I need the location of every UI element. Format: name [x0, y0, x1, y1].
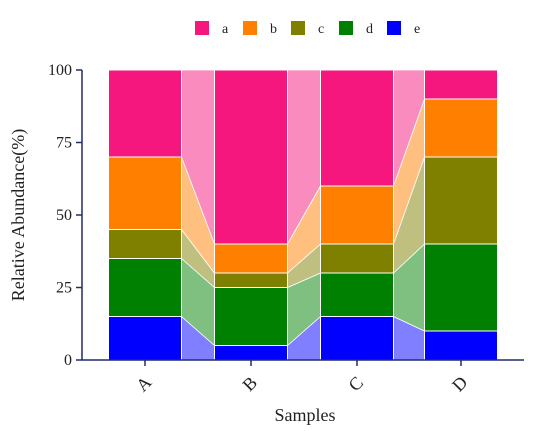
bars — [108, 69, 498, 361]
y-tick-label: 75 — [56, 135, 72, 152]
bar-segment-a-C — [320, 69, 394, 187]
bar-segment-e-A — [108, 316, 182, 361]
x-tick-label: A — [132, 372, 155, 395]
bar-segment-e-B — [214, 345, 288, 361]
bar-segment-c-C — [320, 243, 394, 274]
x-tick-label: C — [344, 372, 367, 395]
legend-label-c: c — [318, 22, 324, 37]
x-ticks: A B C D — [132, 360, 471, 395]
bar-segment-d-B — [214, 287, 288, 346]
bar-segment-c-D — [424, 156, 498, 245]
bar-segment-b-B — [214, 243, 288, 274]
bar-segment-b-A — [108, 156, 182, 230]
legend-swatch-b — [243, 21, 257, 35]
bar-segment-b-D — [424, 98, 498, 158]
bar-segment-d-C — [320, 272, 394, 317]
bar-segment-d-D — [424, 243, 498, 332]
legend: a b c d e — [195, 21, 420, 37]
bar-segment-c-B — [214, 272, 288, 288]
bar-segment-e-D — [424, 330, 498, 361]
legend-label-b: b — [270, 22, 277, 37]
bar-segment-d-A — [108, 258, 182, 317]
y-tick-label: 25 — [56, 280, 72, 297]
legend-swatch-d — [339, 21, 353, 35]
legend-swatch-e — [387, 21, 401, 35]
y-tick-label: 0 — [64, 352, 72, 369]
bar-segment-a-B — [214, 69, 288, 245]
x-tick-label: D — [448, 372, 471, 395]
bar-segment-a-A — [108, 69, 182, 158]
bar-segment-a-D — [424, 69, 498, 100]
bar-segment-e-C — [320, 316, 394, 361]
y-axis-title: Relative Abundance(%) — [8, 129, 29, 301]
y-tick-label: 100 — [48, 62, 72, 79]
bar-segment-b-C — [320, 185, 394, 245]
y-tick-label: 50 — [56, 207, 72, 224]
y-ticks: 0 25 50 75 100 — [48, 62, 82, 369]
x-tick-label: B — [238, 372, 261, 395]
legend-label-a: a — [222, 22, 229, 37]
legend-swatch-c — [291, 21, 305, 35]
x-axis-title: Samples — [275, 405, 336, 425]
legend-swatch-a — [195, 21, 209, 35]
legend-label-e: e — [414, 22, 420, 37]
legend-label-d: d — [366, 22, 373, 37]
bar-segment-c-A — [108, 229, 182, 259]
